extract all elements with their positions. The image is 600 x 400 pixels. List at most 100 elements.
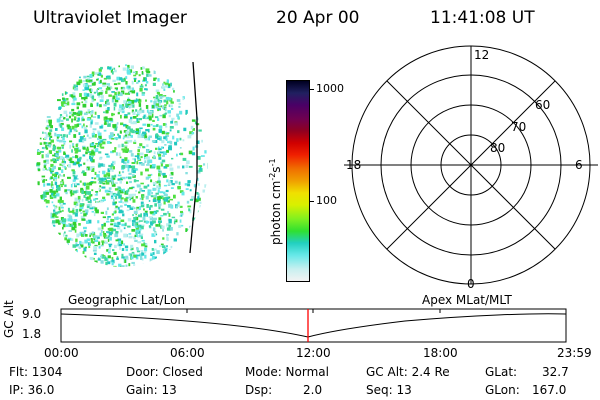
altitude-timeline	[60, 308, 567, 343]
emission-pixel	[135, 225, 138, 228]
emission-pixel	[122, 87, 126, 90]
emission-pixel	[85, 151, 88, 155]
emission-pixel	[102, 84, 106, 87]
emission-pixel	[130, 248, 133, 251]
emission-pixel	[169, 180, 173, 183]
emission-pixel	[117, 91, 120, 95]
emission-pixel	[147, 174, 152, 177]
emission-pixel	[107, 216, 111, 218]
emission-pixel	[113, 194, 116, 197]
emission-pixel	[144, 210, 148, 213]
emission-pixel	[139, 206, 141, 210]
geographic-title: Geographic Lat/Lon	[68, 293, 186, 307]
emission-pixel	[114, 147, 117, 150]
emission-pixel	[43, 183, 46, 187]
emission-pixel	[91, 166, 95, 170]
emission-pixel	[50, 163, 54, 168]
emission-pixel	[152, 105, 154, 109]
emission-pixel	[107, 235, 111, 238]
emission-pixel	[64, 184, 67, 187]
emission-pixel	[135, 196, 138, 199]
emission-pixel	[126, 129, 129, 132]
emission-pixel	[145, 88, 148, 91]
emission-pixel	[139, 253, 142, 257]
emission-pixel	[165, 198, 169, 202]
emission-pixel	[144, 88, 147, 91]
emission-pixel	[157, 189, 160, 193]
emission-pixel	[86, 75, 90, 78]
emission-pixel	[167, 211, 170, 215]
emission-pixel	[86, 93, 90, 97]
emission-pixel	[138, 118, 142, 121]
emission-pixel	[135, 109, 138, 112]
emission-pixel	[45, 153, 49, 158]
emission-pixel	[179, 224, 184, 227]
emission-pixel	[138, 230, 141, 234]
emission-pixel	[162, 146, 164, 149]
emission-pixel	[134, 234, 138, 237]
emission-pixel	[103, 111, 107, 114]
emission-pixel	[114, 233, 119, 238]
emission-pixel	[203, 163, 206, 166]
emission-pixel	[60, 101, 65, 104]
emission-pixel	[183, 127, 187, 132]
emission-pixel	[49, 125, 53, 129]
y-tick-9: 9.0	[22, 307, 42, 321]
emission-pixel	[124, 92, 129, 95]
emission-pixel	[118, 209, 123, 214]
emission-pixel	[73, 128, 77, 132]
emission-pixel	[70, 94, 74, 98]
emission-pixel	[90, 121, 93, 125]
emission-pixel	[107, 66, 111, 70]
emission-pixel	[139, 187, 143, 192]
emission-pixel	[182, 139, 185, 142]
emission-pixel	[91, 210, 95, 213]
emission-pixel	[57, 149, 62, 153]
emission-pixel	[78, 246, 81, 249]
emission-pixel	[141, 162, 145, 166]
emission-pixel	[68, 125, 72, 129]
emission-pixel	[88, 79, 93, 82]
emission-pixel	[158, 205, 161, 210]
emission-pixel	[130, 122, 135, 125]
emission-pixel	[99, 180, 103, 184]
emission-pixel	[46, 116, 51, 118]
emission-pixel	[76, 113, 79, 116]
emission-pixel	[90, 142, 95, 146]
emission-pixel	[100, 90, 104, 93]
emission-pixel	[125, 131, 130, 135]
emission-pixel	[99, 143, 103, 146]
emission-pixel	[149, 205, 153, 208]
emission-pixel	[92, 181, 97, 184]
emission-pixel	[163, 95, 167, 97]
emission-pixel	[43, 191, 46, 195]
emission-pixel	[65, 191, 68, 195]
emission-pixel	[146, 144, 149, 147]
emission-pixel	[129, 69, 133, 73]
emission-pixel	[179, 205, 183, 208]
emission-pixel	[100, 254, 103, 258]
emission-pixel	[157, 101, 162, 104]
emission-pixel	[113, 67, 116, 70]
emission-pixel	[76, 81, 81, 86]
emission-pixel	[140, 225, 144, 230]
emission-pixel	[119, 104, 123, 109]
emission-pixel	[74, 182, 77, 186]
emission-pixel	[44, 167, 47, 170]
emission-pixel	[60, 122, 64, 126]
emission-pixel	[165, 189, 169, 193]
emission-pixel	[101, 186, 106, 189]
emission-pixel	[91, 241, 95, 244]
emission-pixel	[89, 155, 92, 160]
emission-pixel	[99, 125, 103, 129]
uv-image-disc	[36, 61, 208, 267]
emission-pixel	[78, 199, 81, 203]
emission-pixel	[138, 162, 143, 164]
emission-pixel	[83, 172, 87, 176]
emission-pixel	[100, 146, 105, 149]
emission-pixel	[46, 183, 51, 186]
emission-pixel	[157, 177, 161, 181]
emission-pixel	[106, 220, 110, 223]
emission-pixel	[75, 219, 78, 222]
emission-pixel	[110, 223, 114, 226]
